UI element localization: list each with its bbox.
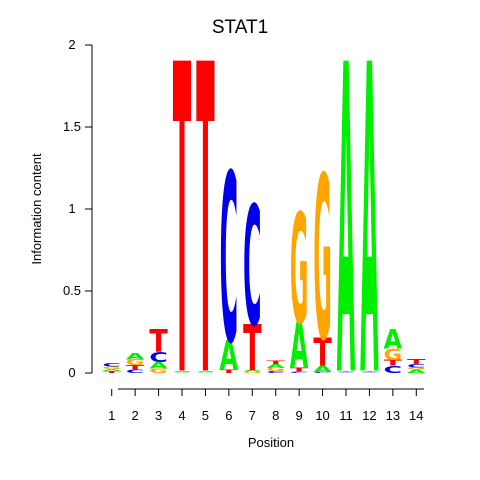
logo-glyph-T: T <box>149 323 167 359</box>
logo-glyph-C: C <box>173 371 191 372</box>
logo-glyph-C: C <box>290 371 308 373</box>
x-tick-label: 11 <box>339 408 353 423</box>
x-tick-label: 6 <box>225 408 232 423</box>
x-tick-label: 1 <box>108 408 115 423</box>
x-tick-label: 2 <box>132 408 139 423</box>
logo-glyph-C: C <box>196 371 214 372</box>
logo-glyph-C: C <box>337 372 355 373</box>
logo-glyph-T: T <box>126 364 145 371</box>
logo-glyph-A: A <box>103 368 123 371</box>
y-tick-label: 0 <box>68 365 75 380</box>
x-ticks: 1 2 3 4 5 6 7 8 9 10 11 12 13 14 <box>108 389 424 423</box>
logo-glyph-A: A <box>313 364 332 375</box>
x-tick-label: 14 <box>409 408 423 423</box>
logo-glyph-C: C <box>243 172 261 364</box>
logo-glyph-C: C <box>149 349 167 365</box>
y-tick-label: 1 <box>68 201 75 216</box>
logo-glyph-G: G <box>360 371 378 372</box>
logo-glyph-A: A <box>290 311 308 384</box>
logo-glyph-G: G <box>149 367 167 374</box>
logo-glyph-G: G <box>337 371 355 372</box>
logo-glyph-T: T <box>313 330 332 375</box>
logo-glyph-A: A <box>149 360 168 371</box>
y-tick-label: 1.5 <box>63 119 81 134</box>
x-tick-label: 8 <box>272 408 279 423</box>
logo-glyph-G: G <box>243 371 261 373</box>
logo-glyph-G: G <box>267 367 285 372</box>
y-axis-label: Information content <box>29 153 44 265</box>
logo-glyph-T: T <box>337 370 355 371</box>
y-tick-label: 0.5 <box>63 283 81 298</box>
logo-glyph-T: T <box>360 370 378 371</box>
x-tick-label: 9 <box>296 408 303 423</box>
logo-glyph-C: C <box>384 363 402 375</box>
x-tick-label: 13 <box>386 408 400 423</box>
logo-glyph-C: C <box>407 363 425 368</box>
logo-glyph-A: A <box>126 351 145 362</box>
logo-glyph-G: G <box>103 366 121 370</box>
logo-glyph-T: T <box>243 313 261 386</box>
logo-glyph-A: A <box>173 372 191 373</box>
logo-glyph-C: C <box>360 372 378 373</box>
logo-glyph-G: G <box>313 129 331 391</box>
logo-glyph-G: G <box>384 345 402 364</box>
logo-glyph-T: T <box>196 0 215 472</box>
y-tick-label: 2 <box>68 37 75 52</box>
x-axis: 1 2 3 4 5 6 7 8 9 10 11 12 13 14 <box>108 388 424 423</box>
logo-glyph-T: T <box>267 360 287 365</box>
x-tick-label: 4 <box>178 408 185 423</box>
logo-glyph-A: A <box>243 370 261 373</box>
logo-glyph-A: A <box>360 0 379 472</box>
logo-glyph-T: T <box>220 369 240 374</box>
logo-glyph-T: T <box>173 0 192 472</box>
y-axis: 0 0.5 1 1.5 2 <box>63 37 93 380</box>
logo-glyph-C: C <box>103 363 121 368</box>
logo-glyph-C: C <box>220 125 238 395</box>
x-tick-label: 12 <box>362 408 376 423</box>
chart-title: STAT1 <box>212 17 268 38</box>
logo-glyph-C: C <box>313 372 331 374</box>
logo-glyph-T: T <box>384 358 403 367</box>
logo-glyph-A: A <box>196 372 214 373</box>
logo-glyph-G: G <box>126 358 144 367</box>
logo-glyph-G: G <box>196 370 214 371</box>
y-ticks: 0 0.5 1 1.5 2 <box>63 37 92 380</box>
logo-glyph-T: T <box>290 367 309 373</box>
logo-glyph-A: A <box>337 0 356 472</box>
x-axis-label: Position <box>248 435 294 450</box>
logo-glyph-T: T <box>407 358 426 366</box>
logo-glyph-G: G <box>407 367 425 371</box>
x-tick-label: 10 <box>315 408 329 423</box>
logo-glyph-A: A <box>267 363 286 370</box>
logo-glyph-G: G <box>173 370 191 371</box>
logo-glyph-C: C <box>267 371 285 374</box>
x-tick-label: 5 <box>202 408 209 423</box>
x-tick-label: 7 <box>249 408 256 423</box>
logo-glyph-C: C <box>126 369 144 374</box>
logo-glyph-A: A <box>220 332 239 380</box>
logo-glyph-T: T <box>103 370 121 373</box>
logo-glyph-A: A <box>407 369 426 374</box>
x-tick-label: 3 <box>155 408 162 423</box>
logo-glyph-A: A <box>384 324 403 356</box>
logo-glyph-G: G <box>290 184 308 359</box>
